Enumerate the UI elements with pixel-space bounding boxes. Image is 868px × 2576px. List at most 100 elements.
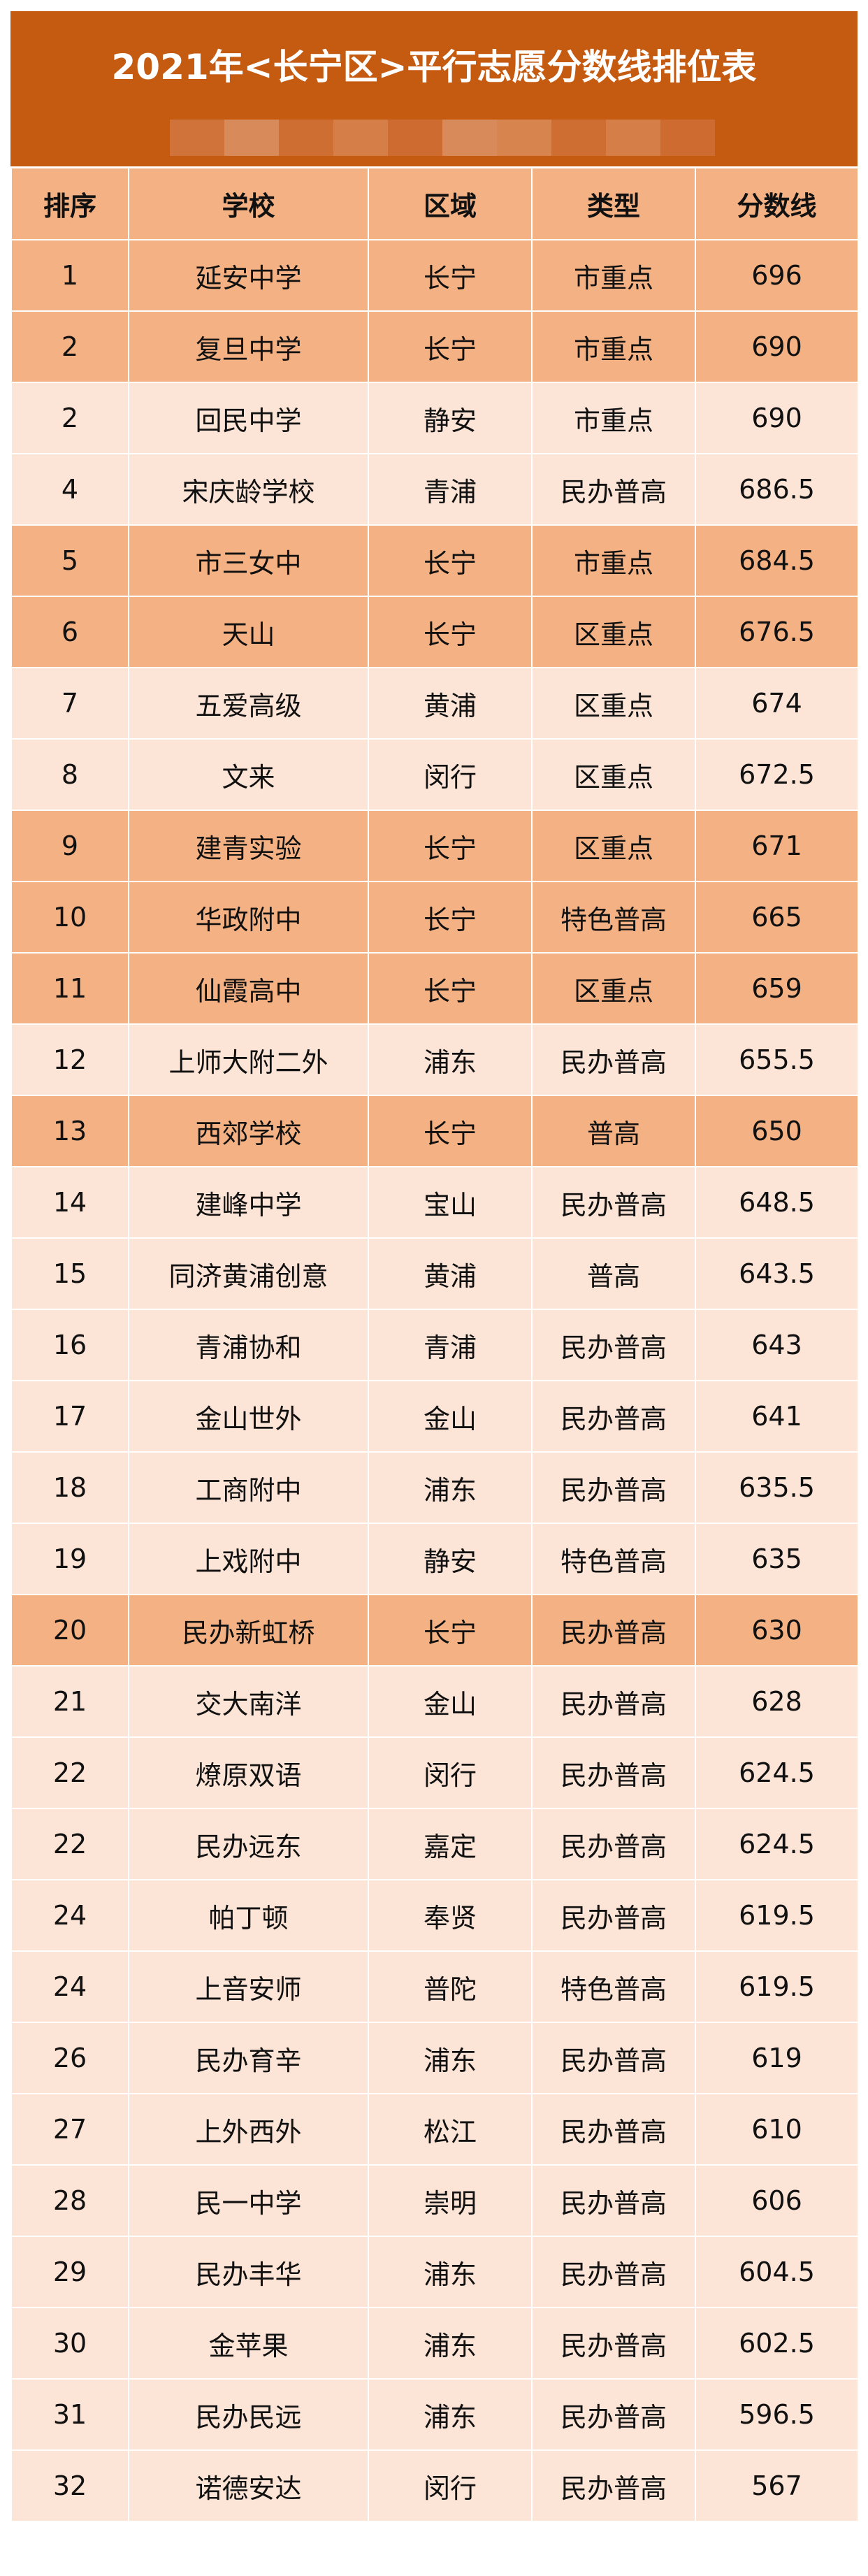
cell-school: 五爱高级 bbox=[128, 667, 369, 740]
cell-type: 普高 bbox=[531, 1095, 696, 1167]
cell-type: 民办普高 bbox=[531, 2307, 696, 2380]
cell-district: 青浦 bbox=[368, 453, 533, 526]
cell-rank: 24 bbox=[10, 1879, 129, 1952]
cell-school: 交大南洋 bbox=[128, 1665, 369, 1738]
table-row: 22 民办远东 嘉定 民办普高 624.5 bbox=[10, 1808, 859, 1880]
cell-score: 619.5 bbox=[695, 1879, 859, 1952]
cell-district: 奉贤 bbox=[368, 1879, 533, 1952]
cell-score: 624.5 bbox=[695, 1736, 859, 1809]
cell-school: 天山 bbox=[128, 596, 369, 668]
cell-score: 686.5 bbox=[695, 453, 859, 526]
cell-rank: 19 bbox=[10, 1523, 129, 1595]
cell-rank: 20 bbox=[10, 1594, 129, 1667]
cell-district: 长宁 bbox=[368, 1095, 533, 1167]
cell-rank: 28 bbox=[10, 2164, 129, 2237]
table-row: 13 西郊学校 长宁 普高 650 bbox=[10, 1095, 859, 1167]
table-row: 14 建峰中学 宝山 民办普高 648.5 bbox=[10, 1166, 859, 1239]
table-row: 31 民办民远 浦东 民办普高 596.5 bbox=[10, 2378, 859, 2451]
table-row: 24 帕丁顿 奉贤 民办普高 619.5 bbox=[10, 1879, 859, 1952]
cell-rank: 22 bbox=[10, 1808, 129, 1880]
header-type: 类型 bbox=[531, 167, 696, 240]
page-title: 2021年<长宁区>平行志愿分数线排位表 bbox=[111, 47, 757, 87]
cell-rank: 13 bbox=[10, 1095, 129, 1167]
cell-rank: 31 bbox=[10, 2378, 129, 2451]
blurred-subtitle bbox=[170, 120, 715, 156]
cell-school: 工商附中 bbox=[128, 1451, 369, 1524]
cell-score: 602.5 bbox=[695, 2307, 859, 2380]
cell-district: 浦东 bbox=[368, 2307, 533, 2380]
cell-score: 684.5 bbox=[695, 524, 859, 597]
cell-rank: 32 bbox=[10, 2449, 129, 2522]
cell-school: 华政附中 bbox=[128, 881, 369, 954]
cell-district: 闵行 bbox=[368, 2449, 533, 2522]
cell-school: 建峰中学 bbox=[128, 1166, 369, 1239]
table-row: 2 复旦中学 长宁 市重点 690 bbox=[10, 310, 859, 383]
table-row: 4 宋庆龄学校 青浦 民办普高 686.5 bbox=[10, 453, 859, 526]
cell-type: 区重点 bbox=[531, 667, 696, 740]
cell-score: 659 bbox=[695, 952, 859, 1025]
cell-school: 诺德安达 bbox=[128, 2449, 369, 2522]
table-row: 7 五爱高级 黄浦 区重点 674 bbox=[10, 667, 859, 740]
table-row: 26 民办育辛 浦东 民办普高 619 bbox=[10, 2022, 859, 2094]
table-row: 15 同济黄浦创意 黄浦 普高 643.5 bbox=[10, 1237, 859, 1310]
cell-type: 区重点 bbox=[531, 596, 696, 668]
cell-score: 655.5 bbox=[695, 1023, 859, 1096]
cell-rank: 7 bbox=[10, 667, 129, 740]
cell-type: 特色普高 bbox=[531, 881, 696, 954]
cell-school: 同济黄浦创意 bbox=[128, 1237, 369, 1310]
cell-school: 民一中学 bbox=[128, 2164, 369, 2237]
cell-type: 民办普高 bbox=[531, 1380, 696, 1453]
cell-school: 建青实验 bbox=[128, 810, 369, 882]
cell-district: 浦东 bbox=[368, 2022, 533, 2094]
cell-score: 596.5 bbox=[695, 2378, 859, 2451]
cell-rank: 5 bbox=[10, 524, 129, 597]
cell-district: 长宁 bbox=[368, 239, 533, 312]
cell-district: 闵行 bbox=[368, 1736, 533, 1809]
cell-score: 619 bbox=[695, 2022, 859, 2094]
cell-district: 长宁 bbox=[368, 881, 533, 954]
table-row: 10 华政附中 长宁 特色普高 665 bbox=[10, 881, 859, 954]
cell-district: 黄浦 bbox=[368, 667, 533, 740]
cell-district: 嘉定 bbox=[368, 1808, 533, 1880]
cell-type: 民办普高 bbox=[531, 1879, 696, 1952]
cell-rank: 6 bbox=[10, 596, 129, 668]
table-row: 5 市三女中 长宁 市重点 684.5 bbox=[10, 524, 859, 597]
cell-type: 民办普高 bbox=[531, 1736, 696, 1809]
cell-score: 635.5 bbox=[695, 1451, 859, 1524]
cell-type: 民办普高 bbox=[531, 1594, 696, 1667]
cell-school: 宋庆龄学校 bbox=[128, 453, 369, 526]
cell-type: 民办普高 bbox=[531, 2449, 696, 2522]
cell-district: 闵行 bbox=[368, 738, 533, 811]
cell-type: 民办普高 bbox=[531, 1451, 696, 1524]
cell-school: 金山世外 bbox=[128, 1380, 369, 1453]
cell-district: 静安 bbox=[368, 1523, 533, 1595]
cell-score: 643 bbox=[695, 1309, 859, 1381]
cell-school: 民办新虹桥 bbox=[128, 1594, 369, 1667]
cell-rank: 15 bbox=[10, 1237, 129, 1310]
cell-school: 民办民远 bbox=[128, 2378, 369, 2451]
table-row: 12 上师大附二外 浦东 民办普高 655.5 bbox=[10, 1023, 859, 1096]
cell-district: 静安 bbox=[368, 382, 533, 454]
cell-score: 604.5 bbox=[695, 2236, 859, 2308]
cell-score: 696 bbox=[695, 239, 859, 312]
header-score: 分数线 bbox=[695, 167, 859, 240]
cell-type: 民办普高 bbox=[531, 1808, 696, 1880]
cell-type: 市重点 bbox=[531, 382, 696, 454]
cell-school: 仙霞高中 bbox=[128, 952, 369, 1025]
cell-district: 长宁 bbox=[368, 524, 533, 597]
cell-score: 676.5 bbox=[695, 596, 859, 668]
table-row: 21 交大南洋 金山 民办普高 628 bbox=[10, 1665, 859, 1738]
header-school: 学校 bbox=[128, 167, 369, 240]
cell-type: 民办普高 bbox=[531, 1665, 696, 1738]
cell-rank: 30 bbox=[10, 2307, 129, 2380]
cell-rank: 8 bbox=[10, 738, 129, 811]
table-row: 19 上戏附中 静安 特色普高 635 bbox=[10, 1523, 859, 1595]
cell-type: 民办普高 bbox=[531, 2164, 696, 2237]
table-row: 30 金苹果 浦东 民办普高 602.5 bbox=[10, 2307, 859, 2380]
title-banner: 2021年<长宁区>平行志愿分数线排位表 bbox=[10, 11, 858, 166]
cell-type: 特色普高 bbox=[531, 1950, 696, 2023]
cell-type: 民办普高 bbox=[531, 1166, 696, 1239]
table-row: 1 延安中学 长宁 市重点 696 bbox=[10, 239, 859, 312]
table-header: 排序 学校 区域 类型 分数线 bbox=[10, 167, 859, 240]
header-rank: 排序 bbox=[10, 167, 129, 240]
